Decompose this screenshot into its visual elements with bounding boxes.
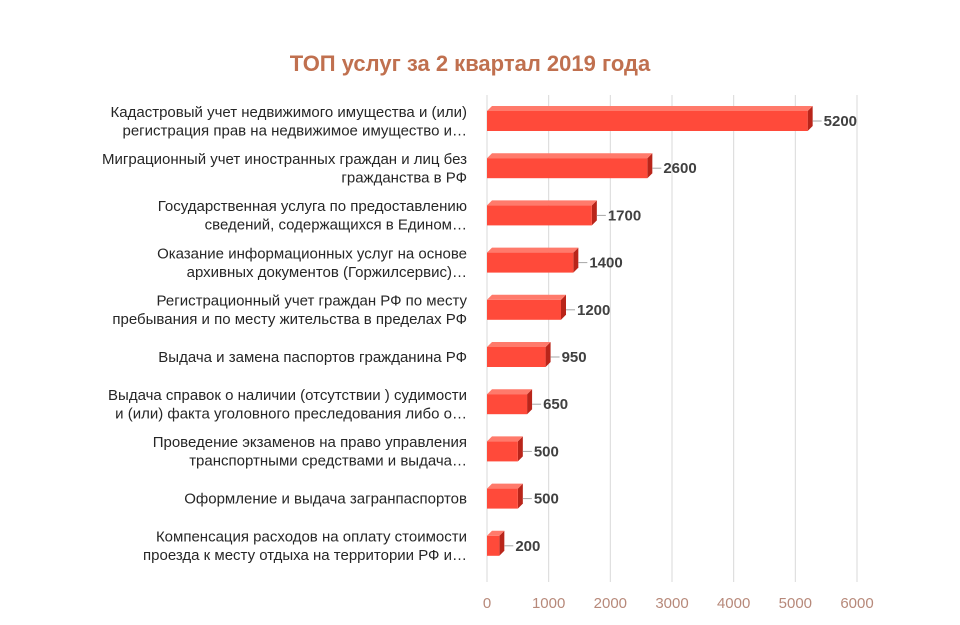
category-label: Кадастровый учет недвижимого имущества и… xyxy=(111,104,467,140)
data-label: 5200 xyxy=(824,113,857,130)
x-tick-label: 3000 xyxy=(655,595,688,612)
bar-top xyxy=(487,342,551,347)
chart-title: ТОП услуг за 2 квартал 2019 года xyxy=(290,51,651,76)
bar-top xyxy=(487,106,813,111)
category-label-line: Выдача справок о наличии (отсутствии ) с… xyxy=(108,387,467,404)
bar xyxy=(487,530,505,556)
bar-side xyxy=(545,342,551,367)
bar-top xyxy=(487,389,533,395)
category-label-line: и (или) факта уголовного преследования л… xyxy=(115,405,467,422)
bar-front xyxy=(487,535,500,556)
category-label-line: Регистрационный учет граждан РФ по месту xyxy=(157,293,468,310)
category-label: Компенсация расходов на оплату стоимости… xyxy=(143,529,467,565)
data-label: 650 xyxy=(543,396,568,413)
data-label: 500 xyxy=(534,491,559,508)
category-label: Регистрационный учет граждан РФ по месту… xyxy=(112,293,467,329)
bar xyxy=(487,483,523,509)
bar-front xyxy=(487,252,574,273)
x-tick-label: 4000 xyxy=(717,595,750,612)
data-label: 2600 xyxy=(663,160,696,177)
category-label-line: Оказание информационных услуг на основе xyxy=(157,245,467,262)
category-label-line: пребывания и по месту жительства в преде… xyxy=(112,311,467,328)
data-labels: 5200 2600 1700 1400 1200 950 650 500 500 200 xyxy=(504,113,857,555)
category-label-line: Кадастровый учет недвижимого имущества и… xyxy=(111,104,467,121)
bar-top xyxy=(487,530,505,536)
bar xyxy=(487,153,653,179)
bar-side xyxy=(527,389,533,415)
bar-top xyxy=(487,200,597,206)
category-label-line: сведений, содержащихся в Едином… xyxy=(205,217,467,234)
bar xyxy=(487,389,533,415)
bar-side xyxy=(573,247,579,273)
bar-front xyxy=(487,394,528,415)
x-axis-tick-labels: 0 1000 2000 3000 4000 5000 6000 xyxy=(483,595,874,612)
x-tick-label: 1000 xyxy=(532,595,565,612)
category-label-line: проезда к месту отдыха на территории РФ … xyxy=(143,547,467,564)
bar-side xyxy=(517,436,523,462)
bar-side xyxy=(517,483,523,509)
x-tick-label: 2000 xyxy=(594,595,627,612)
bar-top xyxy=(487,294,566,300)
bar-top xyxy=(487,153,653,159)
x-tick-label: 0 xyxy=(483,595,491,612)
data-label: 500 xyxy=(534,443,559,460)
bar xyxy=(487,247,579,273)
bar xyxy=(487,200,597,226)
category-label-line: архивных документов (Горжилсервис)… xyxy=(187,264,467,281)
data-label: 200 xyxy=(515,538,540,555)
bar-top xyxy=(487,247,579,253)
bar-side xyxy=(647,153,653,179)
category-label-line: Выдача и замена паспортов гражданина РФ xyxy=(158,349,467,366)
bar-front xyxy=(487,158,648,179)
x-tick-label: 6000 xyxy=(840,595,873,612)
bar xyxy=(487,294,566,320)
bar-top xyxy=(487,436,523,442)
x-tick-label: 5000 xyxy=(779,595,812,612)
bar-side xyxy=(807,106,813,131)
bar xyxy=(487,342,551,367)
category-label: Выдача и замена паспортов гражданина РФ xyxy=(158,349,467,366)
category-labels: Кадастровый учет недвижимого имущества и… xyxy=(102,104,467,564)
data-label: 1200 xyxy=(577,302,610,319)
bar-top xyxy=(487,483,523,489)
category-label-line: Оформление и выдача загранпаспортов xyxy=(184,491,467,508)
category-label: Проведение экзаменов на право управления… xyxy=(153,434,467,470)
bar-front xyxy=(487,488,518,509)
bar-side xyxy=(561,294,566,320)
data-label: 1700 xyxy=(608,207,641,224)
bar-front xyxy=(487,205,592,226)
bar-front xyxy=(487,111,808,131)
bar xyxy=(487,436,523,462)
data-label: 1400 xyxy=(589,255,622,272)
bar-side xyxy=(591,200,597,226)
bars xyxy=(487,106,813,556)
category-label-line: Проведение экзаменов на право управления xyxy=(153,434,467,451)
data-label: 950 xyxy=(562,349,587,366)
bar xyxy=(487,106,813,131)
bar-front xyxy=(487,441,518,462)
bar-side xyxy=(499,530,505,556)
category-label: Выдача справок о наличии (отсутствии ) с… xyxy=(108,387,467,423)
category-label: Государственная услуга по предоставлению… xyxy=(158,198,467,234)
category-label: Оказание информационных услуг на основе а… xyxy=(157,245,467,281)
category-label-line: Миграционный учет иностранных граждан и … xyxy=(102,151,467,168)
category-label-line: Государственная услуга по предоставлению xyxy=(158,198,467,215)
category-label-line: регистрация прав на недвижимое имущество… xyxy=(123,122,468,139)
category-label-line: транспортными средствами и выдача… xyxy=(189,453,467,470)
category-label: Миграционный учет иностранных граждан и … xyxy=(102,151,467,187)
bar-front xyxy=(487,299,561,320)
bar-front xyxy=(487,347,546,367)
category-label-line: Компенсация расходов на оплату стоимости xyxy=(156,529,467,546)
category-label-line: гражданства в РФ xyxy=(341,169,467,186)
category-label: Оформление и выдача загранпаспортов xyxy=(184,491,467,508)
